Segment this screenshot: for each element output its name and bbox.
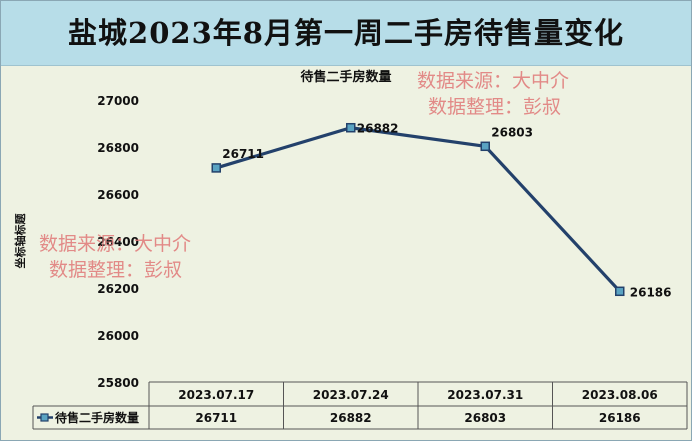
page-title: 盐城2023年8月第一周二手房待售量变化 — [68, 16, 624, 50]
data-label: 26882 — [357, 122, 399, 136]
title-bar: 盐城2023年8月第一周二手房待售量变化 — [1, 1, 691, 66]
table-value-cell: 26711 — [195, 411, 237, 425]
data-label: 26186 — [630, 285, 672, 299]
y-tick-label: 25800 — [97, 376, 139, 390]
watermark-source: 数据来源：大中介 — [39, 233, 192, 255]
y-tick-label: 26800 — [97, 141, 139, 155]
data-point — [211, 163, 221, 173]
x-tick-label: 2023.07.31 — [447, 388, 523, 402]
y-tick-label: 27000 — [97, 94, 139, 108]
x-tick-label: 2023.07.17 — [178, 388, 254, 402]
data-label: 26711 — [222, 147, 264, 161]
y-tick-label: 26600 — [97, 188, 139, 202]
x-tick-label: 2023.07.24 — [313, 388, 389, 402]
table-value-cell: 26803 — [464, 411, 506, 425]
x-tick-label: 2023.08.06 — [582, 388, 658, 402]
data-point — [480, 141, 490, 152]
data-point — [346, 122, 356, 133]
chart-title: 待售二手房数量 — [299, 69, 391, 85]
y-tick-label: 26400 — [97, 235, 139, 249]
series-line — [215, 126, 621, 293]
watermark-source: 数据来源：大中介 — [417, 70, 570, 92]
legend-marker — [40, 413, 49, 422]
watermark-author: 数据整理：彭叔 — [49, 259, 183, 281]
watermark-author: 数据整理：彭叔 — [428, 96, 562, 118]
table-value-cell: 26882 — [330, 411, 372, 425]
y-axis-title: 坐标轴标题 — [13, 213, 27, 269]
y-tick-label: 26200 — [97, 282, 139, 296]
y-tick-label: 26000 — [97, 329, 139, 343]
data-label: 26803 — [491, 125, 533, 139]
data-point — [615, 286, 625, 297]
table-value-cell: 26186 — [599, 411, 641, 425]
legend-label: 待售二手房数量 — [55, 410, 139, 425]
